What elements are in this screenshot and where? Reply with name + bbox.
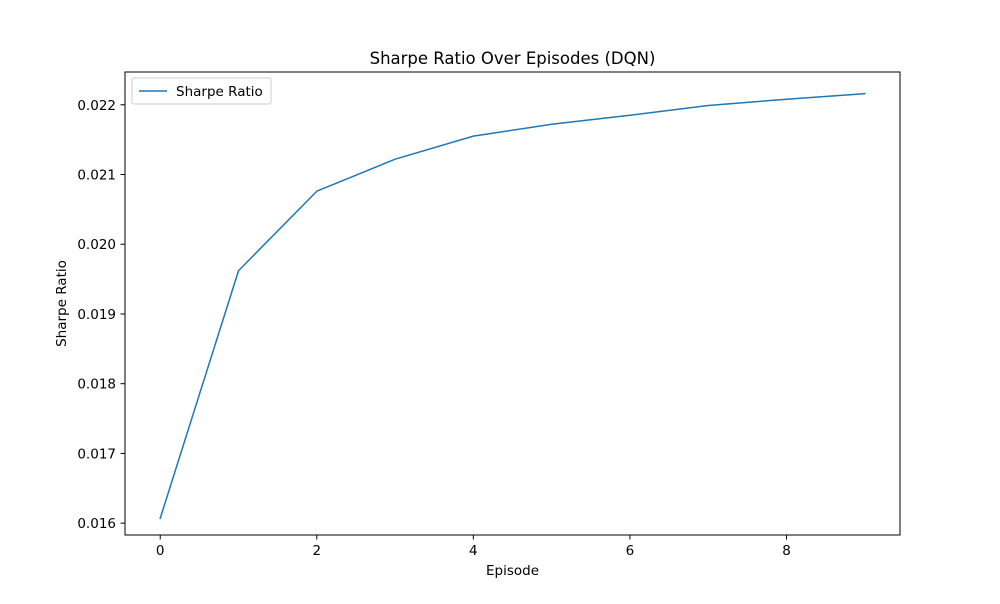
y-tick-label: 0.017 [77,446,116,462]
legend: Sharpe Ratio [132,78,271,104]
y-tick-label: 0.020 [77,237,116,253]
x-tick-label: 4 [469,543,478,559]
y-tick-label: 0.018 [77,377,116,393]
y-axis-label: Sharpe Ratio [54,260,70,347]
x-tick-label: 2 [312,543,321,559]
x-axis-label: Episode [486,563,539,579]
x-tick-label: 8 [782,543,791,559]
y-tick-label: 0.021 [77,168,116,184]
y-tick-label: 0.022 [77,98,116,114]
x-tick-label: 6 [626,543,635,559]
chart-title: Sharpe Ratio Over Episodes (DQN) [370,49,656,68]
legend-label: Sharpe Ratio [176,84,263,100]
y-tick-label: 0.019 [77,307,116,323]
y-tick-label: 0.016 [77,516,116,532]
x-tick-label: 0 [156,543,165,559]
